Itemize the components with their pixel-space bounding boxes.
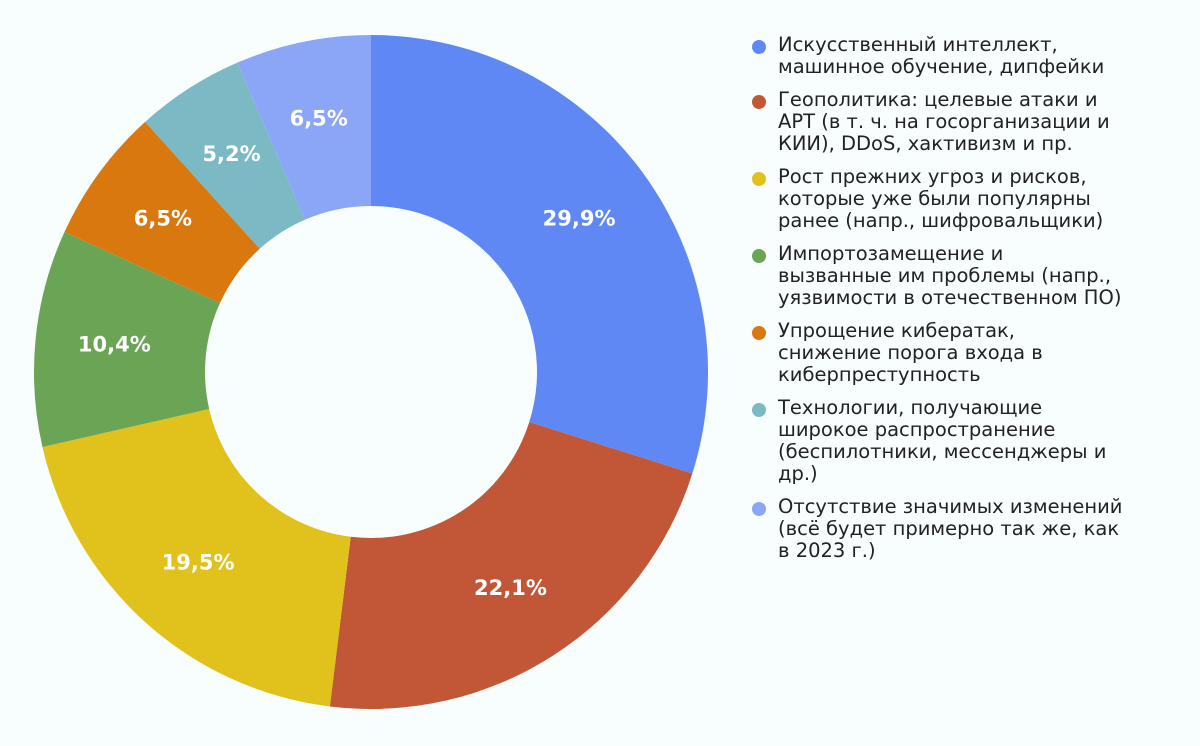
- slice-value-label-4: 10,4%: [78, 333, 151, 357]
- legend-item-4: Импортозамещение и вызванные им проблемы…: [752, 243, 1197, 309]
- donut-chart: 29,9% 22,1% 19,5% 10,4% 6,5% 5,2% 6,5%: [34, 35, 709, 710]
- legend-item-7: Отсутствие значимых изменений (всё будет…: [752, 496, 1197, 562]
- legend-marker: [752, 95, 766, 109]
- slice-value-label-1: 29,9%: [543, 207, 616, 231]
- legend-label: Импортозамещение и вызванные им проблемы…: [778, 242, 1122, 309]
- slice-value-label-5: 6,5%: [134, 207, 192, 231]
- legend-item-5: Упрощение кибератак, снижение порога вхо…: [752, 320, 1197, 386]
- legend-item-6: Технологии, получающие широкое распростр…: [752, 397, 1197, 485]
- legend-marker: [752, 40, 766, 54]
- donut-slice-7: [237, 35, 371, 220]
- legend-item-3: Рост прежних угроз и рисков, которые уже…: [752, 166, 1197, 232]
- slice-value-label-6: 5,2%: [202, 142, 260, 166]
- legend-marker: [752, 172, 766, 186]
- legend-marker: [752, 502, 766, 516]
- legend-marker: [752, 326, 766, 340]
- legend-item-1: Искусственный интеллект, машинное обучен…: [752, 34, 1197, 78]
- slice-value-label-7: 6,5%: [290, 106, 348, 130]
- legend-label: Искусственный интеллект, машинное обучен…: [778, 33, 1105, 78]
- donut-slice-4: [34, 232, 221, 447]
- donut-slice-1: [371, 35, 709, 474]
- donut-slice-3: [42, 408, 351, 707]
- legend-label: Геополитика: целевые атаки и APT (в т. ч…: [778, 88, 1110, 155]
- legend-item-2: Геополитика: целевые атаки и APT (в т. ч…: [752, 89, 1197, 155]
- legend-label: Отсутствие значимых изменений (всё будет…: [778, 495, 1123, 562]
- legend-label: Упрощение кибератак, снижение порога вхо…: [778, 319, 1043, 386]
- donut-slice-2: [329, 422, 693, 710]
- legend-marker: [752, 403, 766, 417]
- legend-label: Технологии, получающие широкое распростр…: [778, 396, 1107, 485]
- legend-marker: [752, 249, 766, 263]
- slice-value-label-3: 19,5%: [162, 550, 235, 574]
- legend-label: Рост прежних угроз и рисков, которые уже…: [778, 165, 1104, 232]
- donut-slice-6: [145, 62, 306, 249]
- donut-slice-5: [64, 121, 260, 304]
- chart-legend: Искусственный интеллект, машинное обучен…: [752, 34, 1197, 573]
- slice-value-label-2: 22,1%: [474, 576, 547, 600]
